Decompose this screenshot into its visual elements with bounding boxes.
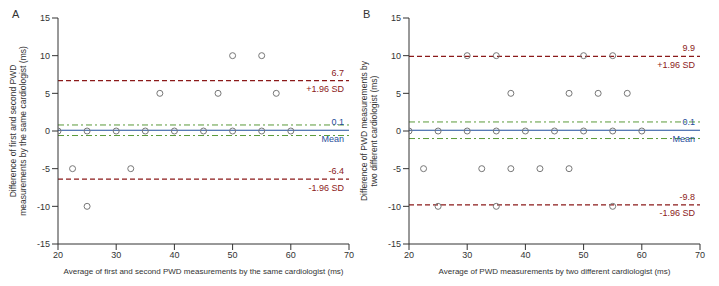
svg-text:10: 10 <box>40 51 50 61</box>
svg-text:-5: -5 <box>393 164 401 174</box>
svg-text:0.1: 0.1 <box>331 117 344 127</box>
svg-text:15: 15 <box>40 13 50 23</box>
svg-text:Difference of first and second: Difference of first and second PWDmeasur… <box>8 46 28 216</box>
svg-text:9.9: 9.9 <box>682 43 695 53</box>
svg-text:+1.96 SD: +1.96 SD <box>306 84 344 94</box>
svg-text:30: 30 <box>111 250 121 260</box>
svg-text:40: 40 <box>169 250 179 260</box>
svg-text:0: 0 <box>45 126 50 136</box>
svg-text:70: 70 <box>695 250 705 260</box>
svg-text:5: 5 <box>396 89 401 99</box>
svg-text:-10: -10 <box>37 202 50 212</box>
html-text:B: B <box>363 8 371 20</box>
svg-text:Average of PWD measurements by: Average of PWD measurements by two diffe… <box>439 267 671 276</box>
svg-text:0.1: 0.1 <box>682 117 695 127</box>
svg-text:-9.8: -9.8 <box>679 192 695 202</box>
svg-text:60: 60 <box>286 250 296 260</box>
svg-text:30: 30 <box>462 250 472 260</box>
svg-text:+1.96 SD: +1.96 SD <box>657 60 695 70</box>
svg-text:5: 5 <box>45 89 50 99</box>
svg-text:-10: -10 <box>388 202 401 212</box>
svg-text:20: 20 <box>404 250 414 260</box>
svg-text:40: 40 <box>520 250 530 260</box>
svg-text:20: 20 <box>53 250 63 260</box>
svg-text:6.7: 6.7 <box>331 68 344 78</box>
svg-text:15: 15 <box>391 13 401 23</box>
svg-text:-1.96 SD: -1.96 SD <box>308 183 344 193</box>
svg-text:-5: -5 <box>42 164 50 174</box>
svg-text:50: 50 <box>228 250 238 260</box>
svg-text:Average of first and second PW: Average of first and second PWD measurem… <box>64 267 344 276</box>
svg-text:Difference of PWD measurements: Difference of PWD measurements bytwo dif… <box>359 60 379 201</box>
svg-text:0: 0 <box>396 126 401 136</box>
svg-text:-1.96 SD: -1.96 SD <box>659 208 695 218</box>
svg-text:-6.4: -6.4 <box>328 166 344 176</box>
svg-text:60: 60 <box>637 250 647 260</box>
svg-text:-15: -15 <box>37 239 50 249</box>
svg-text:-15: -15 <box>388 239 401 249</box>
svg-text:10: 10 <box>391 51 401 61</box>
svg-text:Mean: Mean <box>672 134 695 144</box>
svg-text:Mean: Mean <box>321 134 344 144</box>
svg-text:70: 70 <box>344 250 354 260</box>
html-text:A: A <box>12 8 20 20</box>
svg-text:50: 50 <box>579 250 589 260</box>
